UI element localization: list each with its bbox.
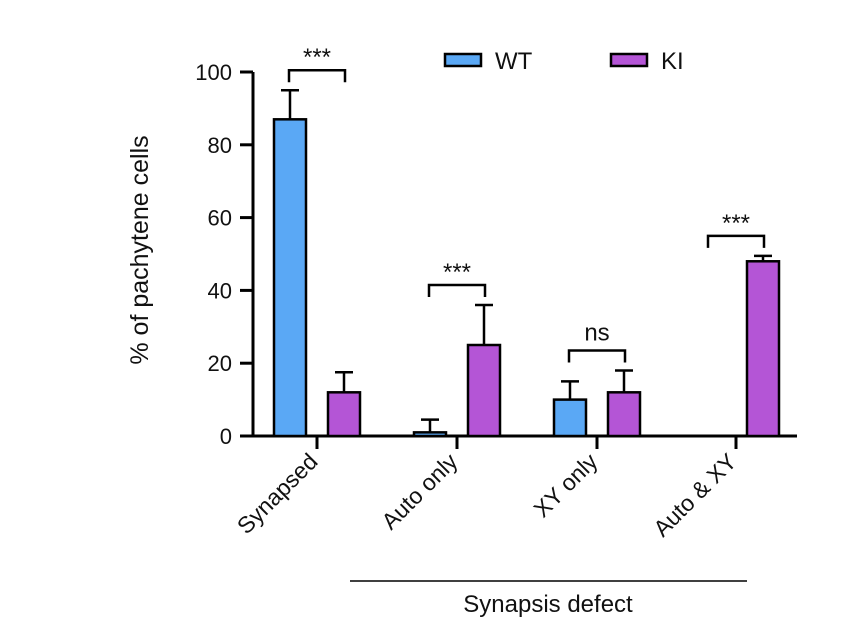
- legend: WT KI: [443, 48, 684, 75]
- significance-bracket: [567, 349, 627, 363]
- significance-bracket: [287, 68, 347, 83]
- bar-wt: [412, 431, 448, 438]
- significance-label: ns: [584, 319, 609, 346]
- significance-label: ***: [443, 259, 471, 286]
- bar-ki: [326, 391, 362, 438]
- y-tick-label: 40: [208, 278, 232, 303]
- legend-label-ki: KI: [661, 48, 684, 75]
- x-ticks: Synapsed Auto only XY only Auto & XY: [232, 436, 742, 542]
- bar-ki: [466, 343, 502, 438]
- y-tick-label: 20: [208, 351, 232, 376]
- bar-ki: [745, 260, 781, 438]
- significance-label: ***: [722, 210, 750, 237]
- bar-ki: [606, 391, 642, 438]
- bar-wt: [552, 398, 588, 438]
- category-label: Auto & XY: [648, 448, 741, 541]
- bar-wt: [272, 118, 308, 438]
- significance-bracket: [706, 234, 766, 248]
- significance-brackets: *** *** ns ***: [287, 44, 766, 363]
- group-label: Synapsis defect: [463, 591, 633, 618]
- bars: [272, 88, 781, 438]
- legend-swatch-ki: [609, 52, 649, 68]
- group-annotation: Synapsis defect: [350, 580, 747, 618]
- x-axis: Synapsed Auto only XY only Auto & XY: [232, 434, 797, 542]
- category-label: Synapsed: [232, 448, 323, 539]
- y-tick-label: 100: [195, 60, 232, 85]
- category-label: Auto only: [376, 448, 463, 535]
- significance-bracket: [427, 283, 487, 297]
- y-tick-label: 60: [208, 206, 232, 231]
- y-tick-label: 0: [220, 424, 232, 449]
- category-label: XY only: [528, 448, 602, 522]
- y-axis-label: % of pachytene cells: [126, 135, 154, 364]
- y-tick-label: 80: [208, 133, 232, 158]
- y-axis: 0 20 40 60 80 100 % of pachytene cells: [126, 60, 255, 449]
- legend-label-wt: WT: [495, 48, 533, 75]
- y-ticks: 0 20 40 60 80 100: [195, 60, 253, 449]
- legend-swatch-wt: [443, 52, 483, 68]
- significance-label: ***: [303, 44, 331, 71]
